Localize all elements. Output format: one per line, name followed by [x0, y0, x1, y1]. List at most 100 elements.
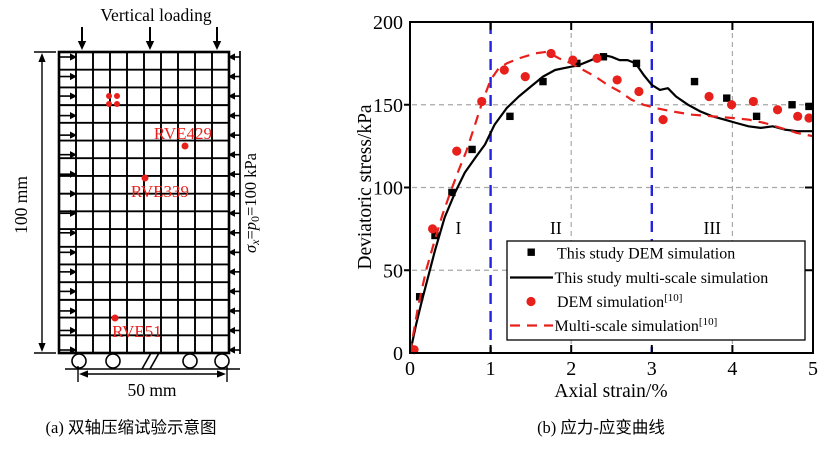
pressure-arrow-right-icon	[228, 170, 235, 178]
rve-cluster-dot	[106, 93, 112, 99]
dem-this-study-point	[448, 188, 456, 197]
dem-ref-point	[427, 224, 438, 234]
load-arrow-icon	[212, 41, 222, 50]
height-dim-arrow	[38, 343, 46, 352]
legend-box	[506, 240, 806, 341]
dem-this-study-point	[690, 77, 699, 86]
rve-cluster-dot	[114, 101, 120, 107]
dem-ref-point	[520, 72, 530, 82]
panel-a-caption: (a) 双轴压缩试验示意图	[46, 418, 217, 437]
width-dim-arrow	[79, 370, 88, 378]
pressure-arrow-left-icon	[70, 268, 77, 276]
dem-ref-point	[658, 115, 668, 125]
roller-support-icon	[71, 353, 87, 369]
pressure-arrow-left-icon	[70, 131, 77, 139]
rve-label: RVE339	[131, 182, 189, 201]
pressure-arrow-left-icon	[70, 72, 77, 81]
pressure-arrow-left-icon	[70, 53, 77, 61]
axis-ticks	[404, 22, 813, 353]
dem-ref-point	[612, 75, 622, 85]
dem-this-study-point	[723, 94, 731, 102]
height-dim-arrow	[38, 53, 46, 62]
dem-this-study-point	[573, 59, 581, 68]
zone-label: III	[704, 218, 722, 238]
legend-label-multiscale-ref: Multi-scale simulation[10]	[555, 316, 718, 335]
dem-this-study-point	[506, 112, 514, 121]
load-arrow-icon	[145, 41, 155, 50]
dem-this-study-point	[599, 53, 608, 61]
vertical-loading-label: Vertical loading	[100, 5, 212, 25]
legend-dem-ref-superscript: [10]	[664, 292, 682, 304]
pressure-arrow-left-icon	[70, 209, 77, 217]
dem-ref-point	[634, 86, 644, 97]
x-tick-label: 5	[808, 358, 818, 380]
x-tick-label: 0	[405, 358, 415, 380]
pressure-arrow-right-icon	[228, 190, 235, 198]
specimen-diagram: Vertical loading RVE429 RVE339 RVE51 100 m…	[11, 5, 262, 437]
specimen-grid	[57, 50, 231, 355]
multiscale-ref-curve	[408, 50, 814, 354]
chart-series	[408, 48, 814, 355]
specimen-border	[57, 50, 231, 355]
sigma-subscript: x	[248, 239, 262, 246]
pin-hatch-icon	[141, 352, 152, 370]
legend-multiscale-ref-superscript: [10]	[699, 316, 717, 328]
legend-circle-marker-icon	[526, 296, 536, 307]
rve-dot	[141, 174, 149, 182]
legend: This study DEM simulation This study mul…	[506, 240, 806, 341]
rve-cluster-dot	[114, 93, 120, 99]
legend-square-marker-icon	[527, 248, 535, 256]
legend-label-dem-ref: DEM simulation[10]	[557, 292, 682, 311]
pressure-arrow-right-icon	[228, 268, 235, 276]
pressure-arrow-right-icon	[228, 112, 235, 120]
pressure-arrow-right-icon	[228, 151, 235, 159]
dem-ref-point	[772, 105, 783, 115]
pressure-arrow-left-icon	[70, 346, 77, 354]
legend-label-dem-ref-text: DEM simulation	[557, 294, 664, 311]
dem-this-study-point	[539, 77, 547, 86]
pressure-arrow-left-icon	[70, 151, 77, 159]
dem-ref-point	[793, 111, 803, 121]
roller-support-icon	[214, 353, 230, 369]
y-tick-label: 0	[393, 343, 403, 365]
zone-label: II	[550, 218, 562, 238]
rve-cluster-dot	[106, 101, 112, 107]
pressure-value: =100 kPa	[241, 152, 260, 216]
pressure-arrow-left-icon	[70, 287, 77, 295]
pressure-arrow-right-icon	[228, 229, 235, 237]
dem-this-study-point	[468, 145, 476, 154]
x-axis-title: Axial strain/%	[554, 381, 667, 402]
pin-hatch-icon	[149, 352, 160, 370]
dem-ref-point	[452, 146, 462, 156]
x-tick-label: 2	[566, 358, 576, 380]
x-tick-label: 4	[727, 358, 737, 380]
legend-marker-samples	[510, 248, 553, 327]
dem-ref-point	[748, 96, 758, 107]
dem-ref-point	[704, 91, 714, 102]
pressure-arrow-right-icon	[228, 53, 235, 61]
equals-sign: =	[241, 230, 260, 239]
confining-pressure-label: σx=p0=100 kPa	[241, 152, 262, 253]
y-tick-label: 100	[373, 178, 403, 200]
y-axis-title: Deviatoric stress/kPa	[355, 104, 376, 270]
pressure-arrow-left-icon	[70, 170, 77, 178]
top-load-arrows	[77, 27, 222, 50]
pressure-arrow-right-icon	[228, 209, 235, 217]
pressure-arrow-right-icon	[228, 131, 235, 139]
pressure-arrow-right-icon	[228, 72, 235, 81]
height-dimension-label: 100 mm	[11, 176, 31, 234]
y-tick-label: 50	[383, 260, 403, 282]
dem-ref-point	[804, 113, 814, 123]
rve-dot	[111, 314, 119, 322]
width-dim-arrow	[217, 370, 226, 378]
rve-dot	[181, 142, 189, 150]
pressure-arrow-left-icon	[70, 112, 77, 120]
dem-ref-point	[592, 53, 602, 64]
legend-label-multiscale-this-study: This study multi-scale simulation	[555, 270, 769, 287]
roller-support-icon	[182, 353, 198, 369]
pressure-arrow-right-icon	[228, 326, 235, 335]
legend-label-dem-this-study: This study DEM simulation	[557, 246, 735, 263]
